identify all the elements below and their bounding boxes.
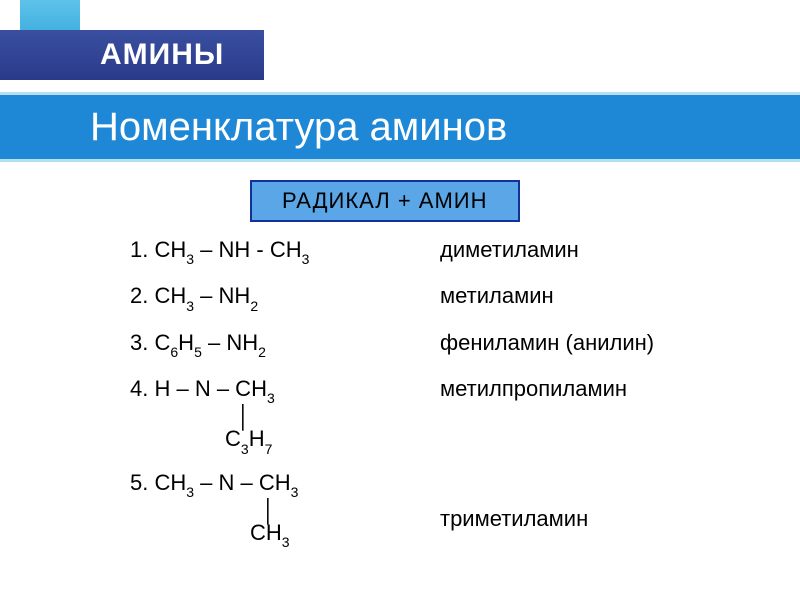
- rule-box: РАДИКАЛ + АМИН: [250, 180, 520, 222]
- item-number: 4.: [130, 376, 148, 401]
- formula: 2. CH3 – NH2: [130, 281, 440, 313]
- list-item: 3. C6H5 – NH2 фениламин (анилин): [130, 328, 770, 360]
- formula-text: C6H5 – NH2: [154, 330, 265, 355]
- item-number: 3.: [130, 330, 148, 355]
- formula-text: CH3 – N – CH3: [154, 470, 298, 495]
- formula-text: CH3 – NH - CH3: [154, 237, 309, 262]
- slide-title: Номенклатура аминов: [90, 105, 507, 150]
- compound-name: метиламин: [440, 281, 554, 311]
- formula-text: CH3 – NH2: [154, 283, 258, 308]
- compound-name: метилпропиламин: [440, 374, 627, 404]
- topic-label: АМИНЫ: [100, 38, 224, 72]
- formula-text: H – N – CH3: [154, 376, 274, 401]
- list-item: 2. CH3 – NH2 метиламин: [130, 281, 770, 313]
- formula: 4. H – N – CH3 │ C3H7: [130, 374, 440, 454]
- list-item: 4. H – N – CH3 │ C3H7 метилпропиламин: [130, 374, 770, 454]
- compound-name: диметиламин: [440, 235, 579, 265]
- list-item: 1. CH3 – NH - CH3 диметиламин: [130, 235, 770, 267]
- formula-branch: │ C3H7: [225, 406, 440, 453]
- title-band: Номенклатура аминов: [0, 92, 800, 162]
- formula-branch: │ CH3: [250, 500, 440, 547]
- formula: 3. C6H5 – NH2: [130, 328, 440, 360]
- compound-name: фениламин (анилин): [440, 328, 654, 358]
- item-number: 5.: [130, 470, 148, 495]
- item-number: 1.: [130, 237, 148, 262]
- item-number: 2.: [130, 283, 148, 308]
- content-area: 1. CH3 – NH - CH3 диметиламин 2. CH3 – N…: [130, 235, 770, 561]
- list-item: 5. CH3 – N – CH3 │ CH3 триметиламин: [130, 468, 770, 548]
- compound-name: триметиламин: [440, 468, 588, 534]
- formula: 1. CH3 – NH - CH3: [130, 235, 440, 267]
- topic-box: АМИНЫ: [0, 30, 264, 80]
- formula: 5. CH3 – N – CH3 │ CH3: [130, 468, 440, 548]
- rule-text: РАДИКАЛ + АМИН: [282, 188, 488, 213]
